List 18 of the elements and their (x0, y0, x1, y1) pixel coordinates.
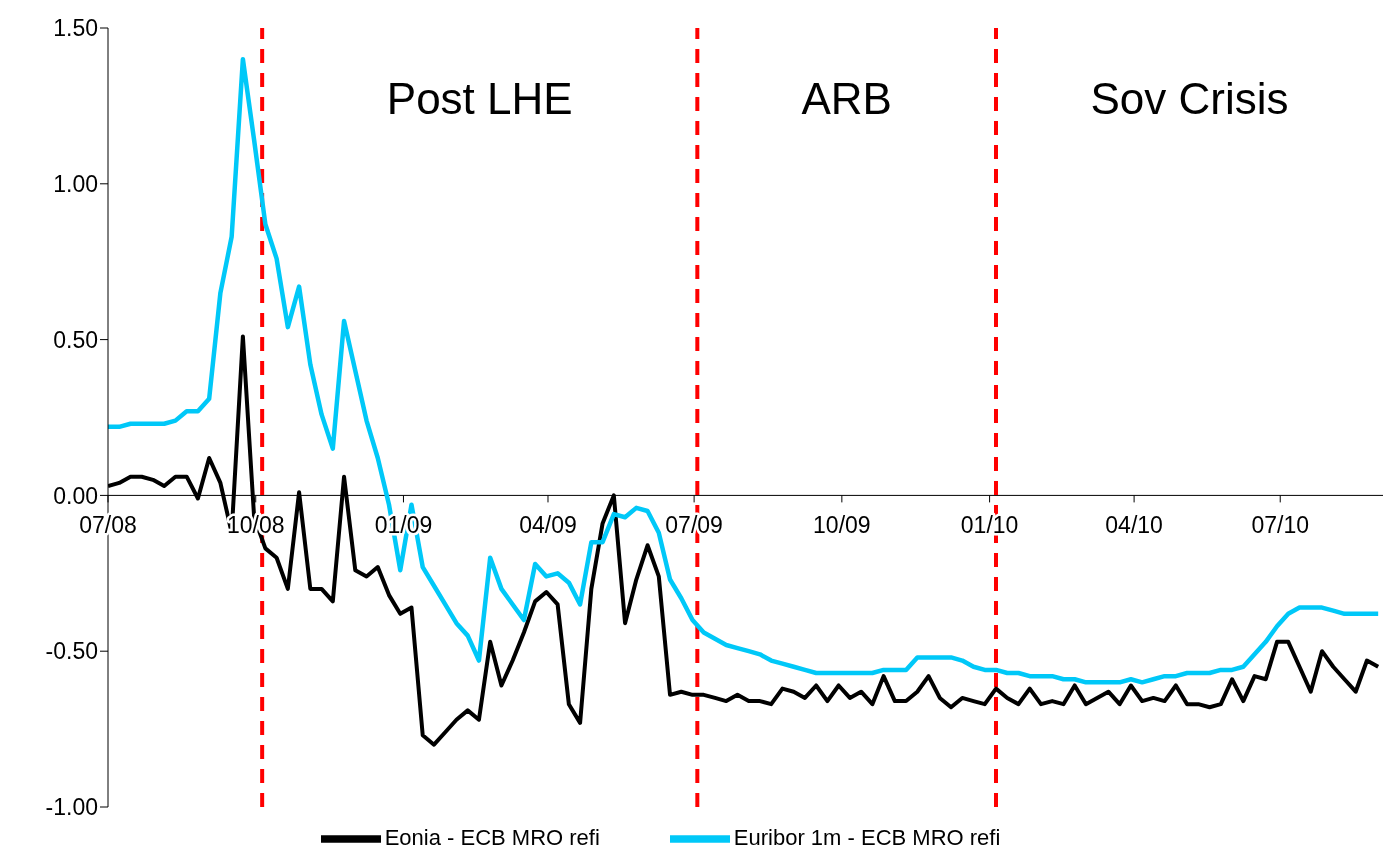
y-tick-label: 1.00 (53, 170, 98, 197)
annotation: ARB (801, 73, 892, 123)
y-tick-label: 0.50 (53, 326, 98, 353)
x-tick-label: 04/09 (519, 512, 577, 539)
y-tick-label: -1.00 (45, 794, 98, 821)
x-tick-label: 01/10 (960, 512, 1019, 539)
legend-label: Euribor 1m - ECB MRO refi (733, 824, 1001, 850)
x-tick-label: 07/10 (1251, 512, 1310, 539)
annotation: Sov Crisis (1090, 73, 1289, 123)
y-tick-label: 0.00 (53, 482, 98, 509)
legend-label: Eonia - ECB MRO refi (384, 824, 600, 850)
x-tick-label: 07/09 (665, 512, 723, 539)
x-tick-label: 10/09 (813, 512, 871, 539)
y-tick-label: -0.50 (45, 638, 98, 665)
y-tick-label: 1.50 (53, 15, 98, 42)
x-tick-label: 07/08 (79, 512, 137, 539)
annotation: Post LHE (386, 73, 573, 123)
x-tick-label: 04/10 (1105, 512, 1163, 539)
